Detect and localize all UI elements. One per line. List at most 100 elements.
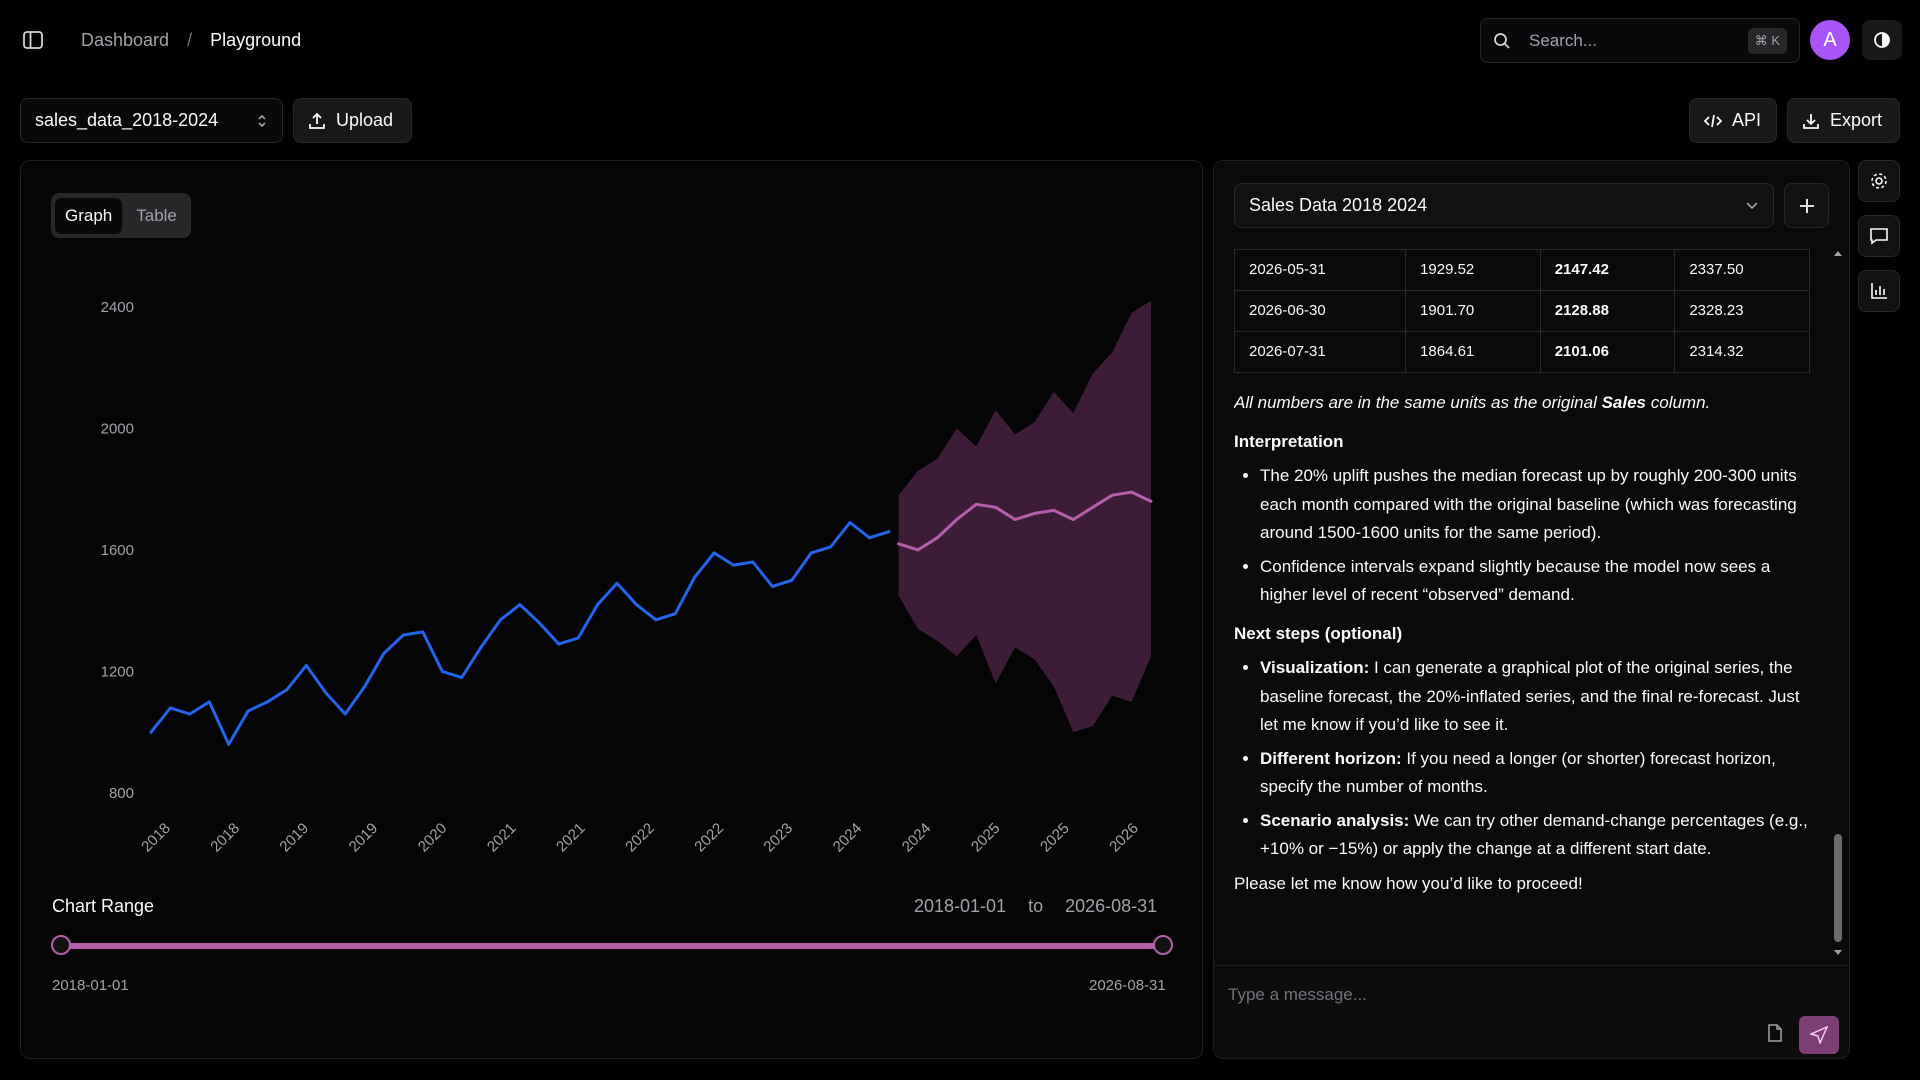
plus-icon: [1799, 198, 1814, 213]
step-label: Scenario analysis:: [1260, 810, 1410, 830]
table-cell: 1901.70: [1405, 290, 1541, 332]
observed-point: [770, 584, 774, 588]
bar-chart-icon: [1871, 283, 1887, 299]
y-tick-label: 2000: [101, 420, 134, 437]
chat-session-select[interactable]: Sales Data 2018 2024: [1234, 183, 1774, 228]
search-shortcut: ⌘ K: [1747, 27, 1787, 54]
units-note: All numbers are in the same units as the…: [1234, 389, 1810, 418]
send-button[interactable]: [1799, 1016, 1839, 1054]
observed-point: [673, 612, 677, 616]
y-tick-label: 1600: [101, 542, 134, 559]
observed-point: [615, 581, 619, 585]
next-steps-list: Visualization: I can generate a graphica…: [1234, 654, 1810, 864]
graph-panel: Graph Table 2400 2000 1600 1200 800 2018 2018 2…: [20, 160, 1203, 1059]
message-input[interactable]: [1228, 980, 1728, 1010]
note-suffix: column.: [1646, 393, 1711, 412]
range-min-label: 2018-01-01: [52, 977, 129, 994]
dataset-name: sales_data_2018-2024: [35, 110, 219, 130]
table-cell: 2337.50: [1674, 249, 1810, 291]
chat-button[interactable]: [1858, 215, 1900, 257]
observed-point: [266, 700, 270, 704]
upload-icon: [309, 112, 325, 129]
export-button[interactable]: Export: [1787, 98, 1900, 143]
x-tick-label: 2021: [484, 820, 520, 856]
x-tick-label: 2026: [1106, 820, 1142, 856]
attach-file-icon[interactable]: [1767, 1024, 1787, 1044]
gear-icon: [1871, 173, 1887, 189]
observed-point: [401, 633, 405, 637]
top-bar: Dashboard / Playground Search... ⌘ K A: [0, 0, 1920, 80]
observed-point: [596, 603, 600, 607]
x-tick-label: 2024: [899, 820, 935, 856]
observed-point: [227, 742, 231, 746]
scroll-down-icon[interactable]: [1833, 949, 1843, 957]
observed-point: [518, 603, 522, 607]
theme-toggle-icon[interactable]: [1862, 20, 1902, 60]
observed-point: [499, 618, 503, 622]
forecast-point: [1110, 493, 1114, 497]
chevron-down-icon: [1746, 201, 1758, 209]
forecast-point: [897, 542, 901, 546]
x-tick-label: 2025: [1037, 820, 1073, 856]
x-tick-label: 2022: [691, 820, 727, 856]
chat-panel: Sales Data 2018 2024 2026-05-31 1929.52 21…: [1213, 160, 1850, 1059]
forecast-point: [1091, 505, 1095, 509]
x-tick-label: 2018: [207, 820, 243, 856]
api-label: API: [1732, 110, 1762, 130]
range-end-handle[interactable]: [1153, 935, 1173, 955]
table-cell: 2128.88: [1539, 290, 1676, 332]
search-box[interactable]: Search... ⌘ K: [1480, 18, 1800, 63]
dataset-select[interactable]: sales_data_2018-2024: [20, 98, 283, 143]
range-start-handle[interactable]: [51, 935, 71, 955]
upload-button[interactable]: Upload: [293, 98, 412, 143]
api-button[interactable]: API: [1689, 98, 1777, 143]
search-icon: [1494, 32, 1510, 49]
range-end-date: 2026-08-31: [1065, 896, 1158, 916]
table-cell: 1864.61: [1405, 331, 1541, 373]
observed-point: [207, 700, 211, 704]
observed-point: [382, 651, 386, 655]
table-row: 2026-05-31 1929.52 2147.42 2337.50: [1234, 249, 1810, 291]
observed-point: [732, 563, 736, 567]
interpretation-list: The 20% uplift pushes the median forecas…: [1234, 462, 1810, 610]
x-tick-label: 2022: [622, 820, 658, 856]
y-tick-label: 1200: [101, 663, 134, 680]
new-chat-button[interactable]: [1784, 183, 1829, 228]
forecast-series-line: [898, 490, 1152, 552]
observed-point: [634, 603, 638, 607]
avatar[interactable]: A: [1810, 20, 1850, 60]
chart-range-label: Chart Range: [52, 896, 155, 916]
observed-point: [887, 530, 891, 534]
scrollbar-thumb[interactable]: [1834, 834, 1842, 942]
range-slider-track[interactable]: [61, 943, 1163, 949]
chat-scrollbar[interactable]: [1833, 249, 1843, 957]
chart-view-button[interactable]: [1858, 270, 1900, 312]
observed-point: [479, 645, 483, 649]
message-square-icon: [1870, 228, 1888, 245]
observed-point: [304, 663, 308, 667]
upload-label: Upload: [336, 110, 394, 130]
sidebar-toggle-icon[interactable]: [20, 28, 46, 52]
breadcrumb-dashboard[interactable]: Dashboard: [81, 30, 170, 50]
tab-graph[interactable]: Graph: [55, 197, 123, 234]
forecast-point: [1052, 508, 1056, 512]
step-label: Different horizon:: [1260, 748, 1402, 768]
list-item: The 20% uplift pushes the median forecas…: [1260, 462, 1810, 548]
observed-point: [149, 730, 153, 734]
settings-button[interactable]: [1858, 160, 1900, 202]
y-tick-label: 2400: [101, 299, 134, 316]
observed-point: [188, 712, 192, 716]
forecast-point: [1149, 499, 1153, 503]
scroll-up-icon[interactable]: [1833, 249, 1843, 257]
list-item: Confidence intervals expand slightly bec…: [1260, 553, 1810, 610]
list-item: Different horizon: If you need a longer …: [1260, 745, 1810, 802]
forecast-point: [974, 502, 978, 506]
range-max-label: 2026-08-31: [1089, 977, 1166, 994]
tab-table[interactable]: Table: [136, 205, 177, 225]
forecast-point: [935, 536, 939, 540]
forecast-point: [1071, 518, 1075, 521]
table-cell: 2026-07-31: [1234, 331, 1407, 373]
table-cell: 2026-06-30: [1234, 290, 1407, 332]
code-icon: [1704, 114, 1722, 127]
list-item: Scenario analysis: We can try other dema…: [1260, 807, 1810, 864]
